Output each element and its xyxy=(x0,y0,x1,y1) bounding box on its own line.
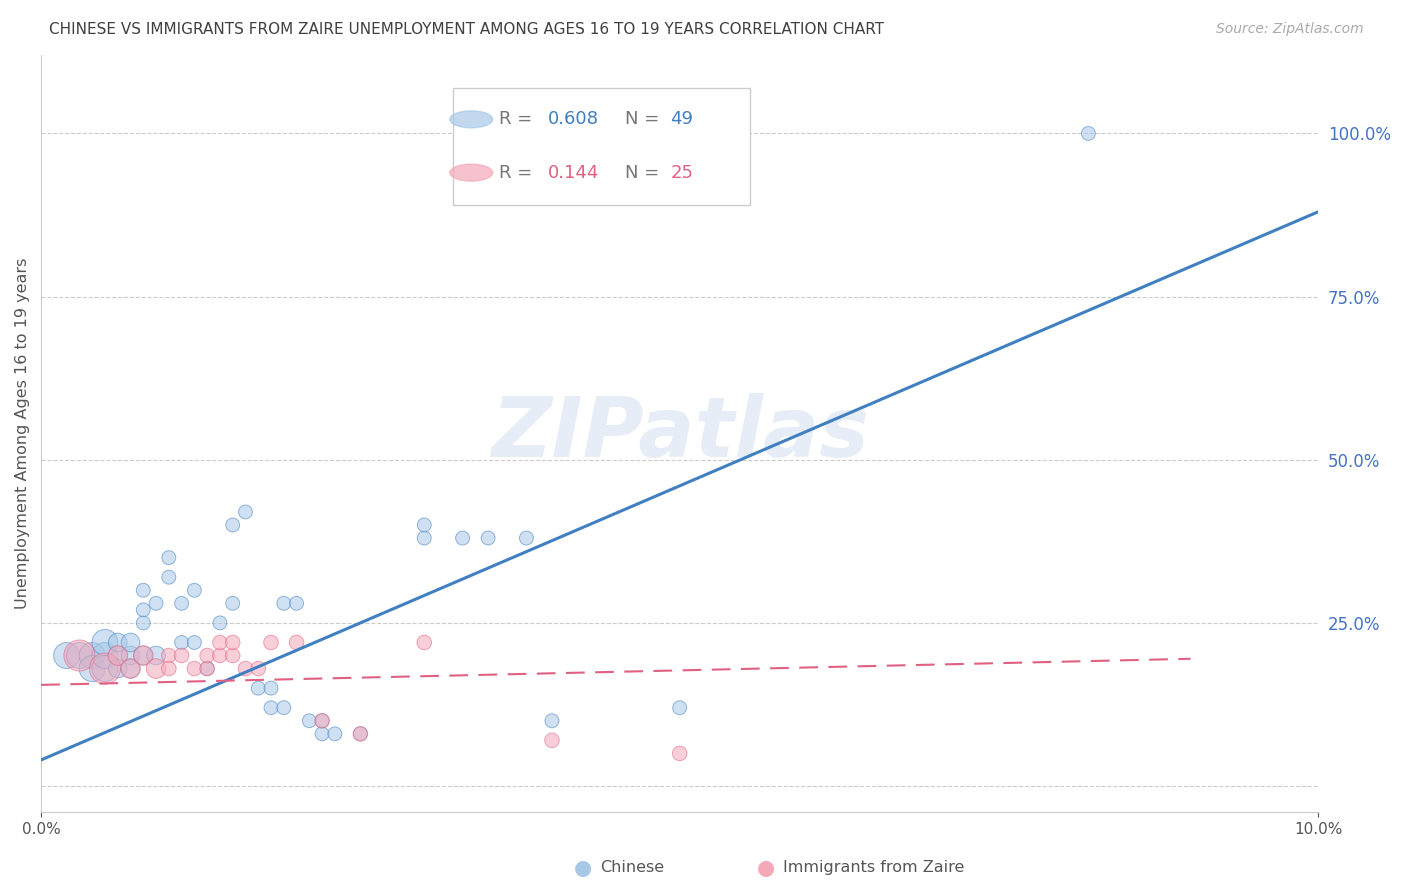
Point xyxy=(170,596,193,610)
Point xyxy=(157,662,180,676)
Point xyxy=(183,583,205,598)
Point xyxy=(170,635,193,649)
Point xyxy=(323,727,346,741)
Point xyxy=(120,662,142,676)
Text: ●: ● xyxy=(575,858,592,878)
Point xyxy=(285,596,308,610)
Point xyxy=(221,635,243,649)
Point xyxy=(413,531,436,545)
Point xyxy=(82,648,104,663)
Point xyxy=(260,681,283,695)
Point xyxy=(195,662,218,676)
Point xyxy=(145,596,167,610)
Point xyxy=(94,635,117,649)
Point xyxy=(157,648,180,663)
Point xyxy=(413,518,436,533)
Point xyxy=(157,570,180,584)
Point xyxy=(132,648,155,663)
Point xyxy=(515,531,537,545)
Text: ●: ● xyxy=(758,858,775,878)
Point xyxy=(235,505,257,519)
Point xyxy=(1077,127,1099,141)
Point xyxy=(107,648,129,663)
Point xyxy=(157,550,180,565)
Point xyxy=(247,662,270,676)
Point xyxy=(94,662,117,676)
Point xyxy=(67,648,90,663)
Text: ZIPatlas: ZIPatlas xyxy=(491,393,869,475)
Point xyxy=(221,648,243,663)
Point xyxy=(413,635,436,649)
Point xyxy=(107,635,129,649)
Text: CHINESE VS IMMIGRANTS FROM ZAIRE UNEMPLOYMENT AMONG AGES 16 TO 19 YEARS CORRELAT: CHINESE VS IMMIGRANTS FROM ZAIRE UNEMPLO… xyxy=(49,22,884,37)
Point xyxy=(349,727,371,741)
Point xyxy=(107,662,129,676)
Point xyxy=(183,662,205,676)
Point xyxy=(208,635,231,649)
Point xyxy=(145,662,167,676)
Point xyxy=(260,700,283,714)
Point xyxy=(132,648,155,663)
Point xyxy=(273,596,295,610)
Point xyxy=(132,583,155,598)
Point xyxy=(541,733,564,747)
Point xyxy=(260,635,283,649)
Point xyxy=(451,531,474,545)
Point xyxy=(311,714,333,728)
Point xyxy=(208,648,231,663)
Point xyxy=(247,681,270,695)
Text: Source: ZipAtlas.com: Source: ZipAtlas.com xyxy=(1216,22,1364,37)
Text: Immigrants from Zaire: Immigrants from Zaire xyxy=(783,861,965,875)
Point xyxy=(132,615,155,630)
Point xyxy=(67,648,90,663)
Point xyxy=(107,648,129,663)
Point xyxy=(55,648,77,663)
Point xyxy=(94,648,117,663)
Point xyxy=(195,662,218,676)
Point xyxy=(221,518,243,533)
Point xyxy=(477,531,499,545)
Point xyxy=(273,700,295,714)
Point xyxy=(94,662,117,676)
Y-axis label: Unemployment Among Ages 16 to 19 years: Unemployment Among Ages 16 to 19 years xyxy=(15,258,30,609)
Point xyxy=(285,635,308,649)
Point xyxy=(120,662,142,676)
Point xyxy=(298,714,321,728)
Point xyxy=(208,615,231,630)
Point xyxy=(145,648,167,663)
Point xyxy=(668,747,690,761)
Point xyxy=(349,727,371,741)
Point xyxy=(311,727,333,741)
Point xyxy=(311,714,333,728)
Point xyxy=(183,635,205,649)
Point xyxy=(170,648,193,663)
Point xyxy=(221,596,243,610)
Point xyxy=(120,648,142,663)
Point xyxy=(120,635,142,649)
Text: Chinese: Chinese xyxy=(600,861,665,875)
Point xyxy=(195,648,218,663)
Point xyxy=(668,700,690,714)
Point xyxy=(235,662,257,676)
Point xyxy=(132,603,155,617)
Point xyxy=(541,714,564,728)
Point xyxy=(82,662,104,676)
